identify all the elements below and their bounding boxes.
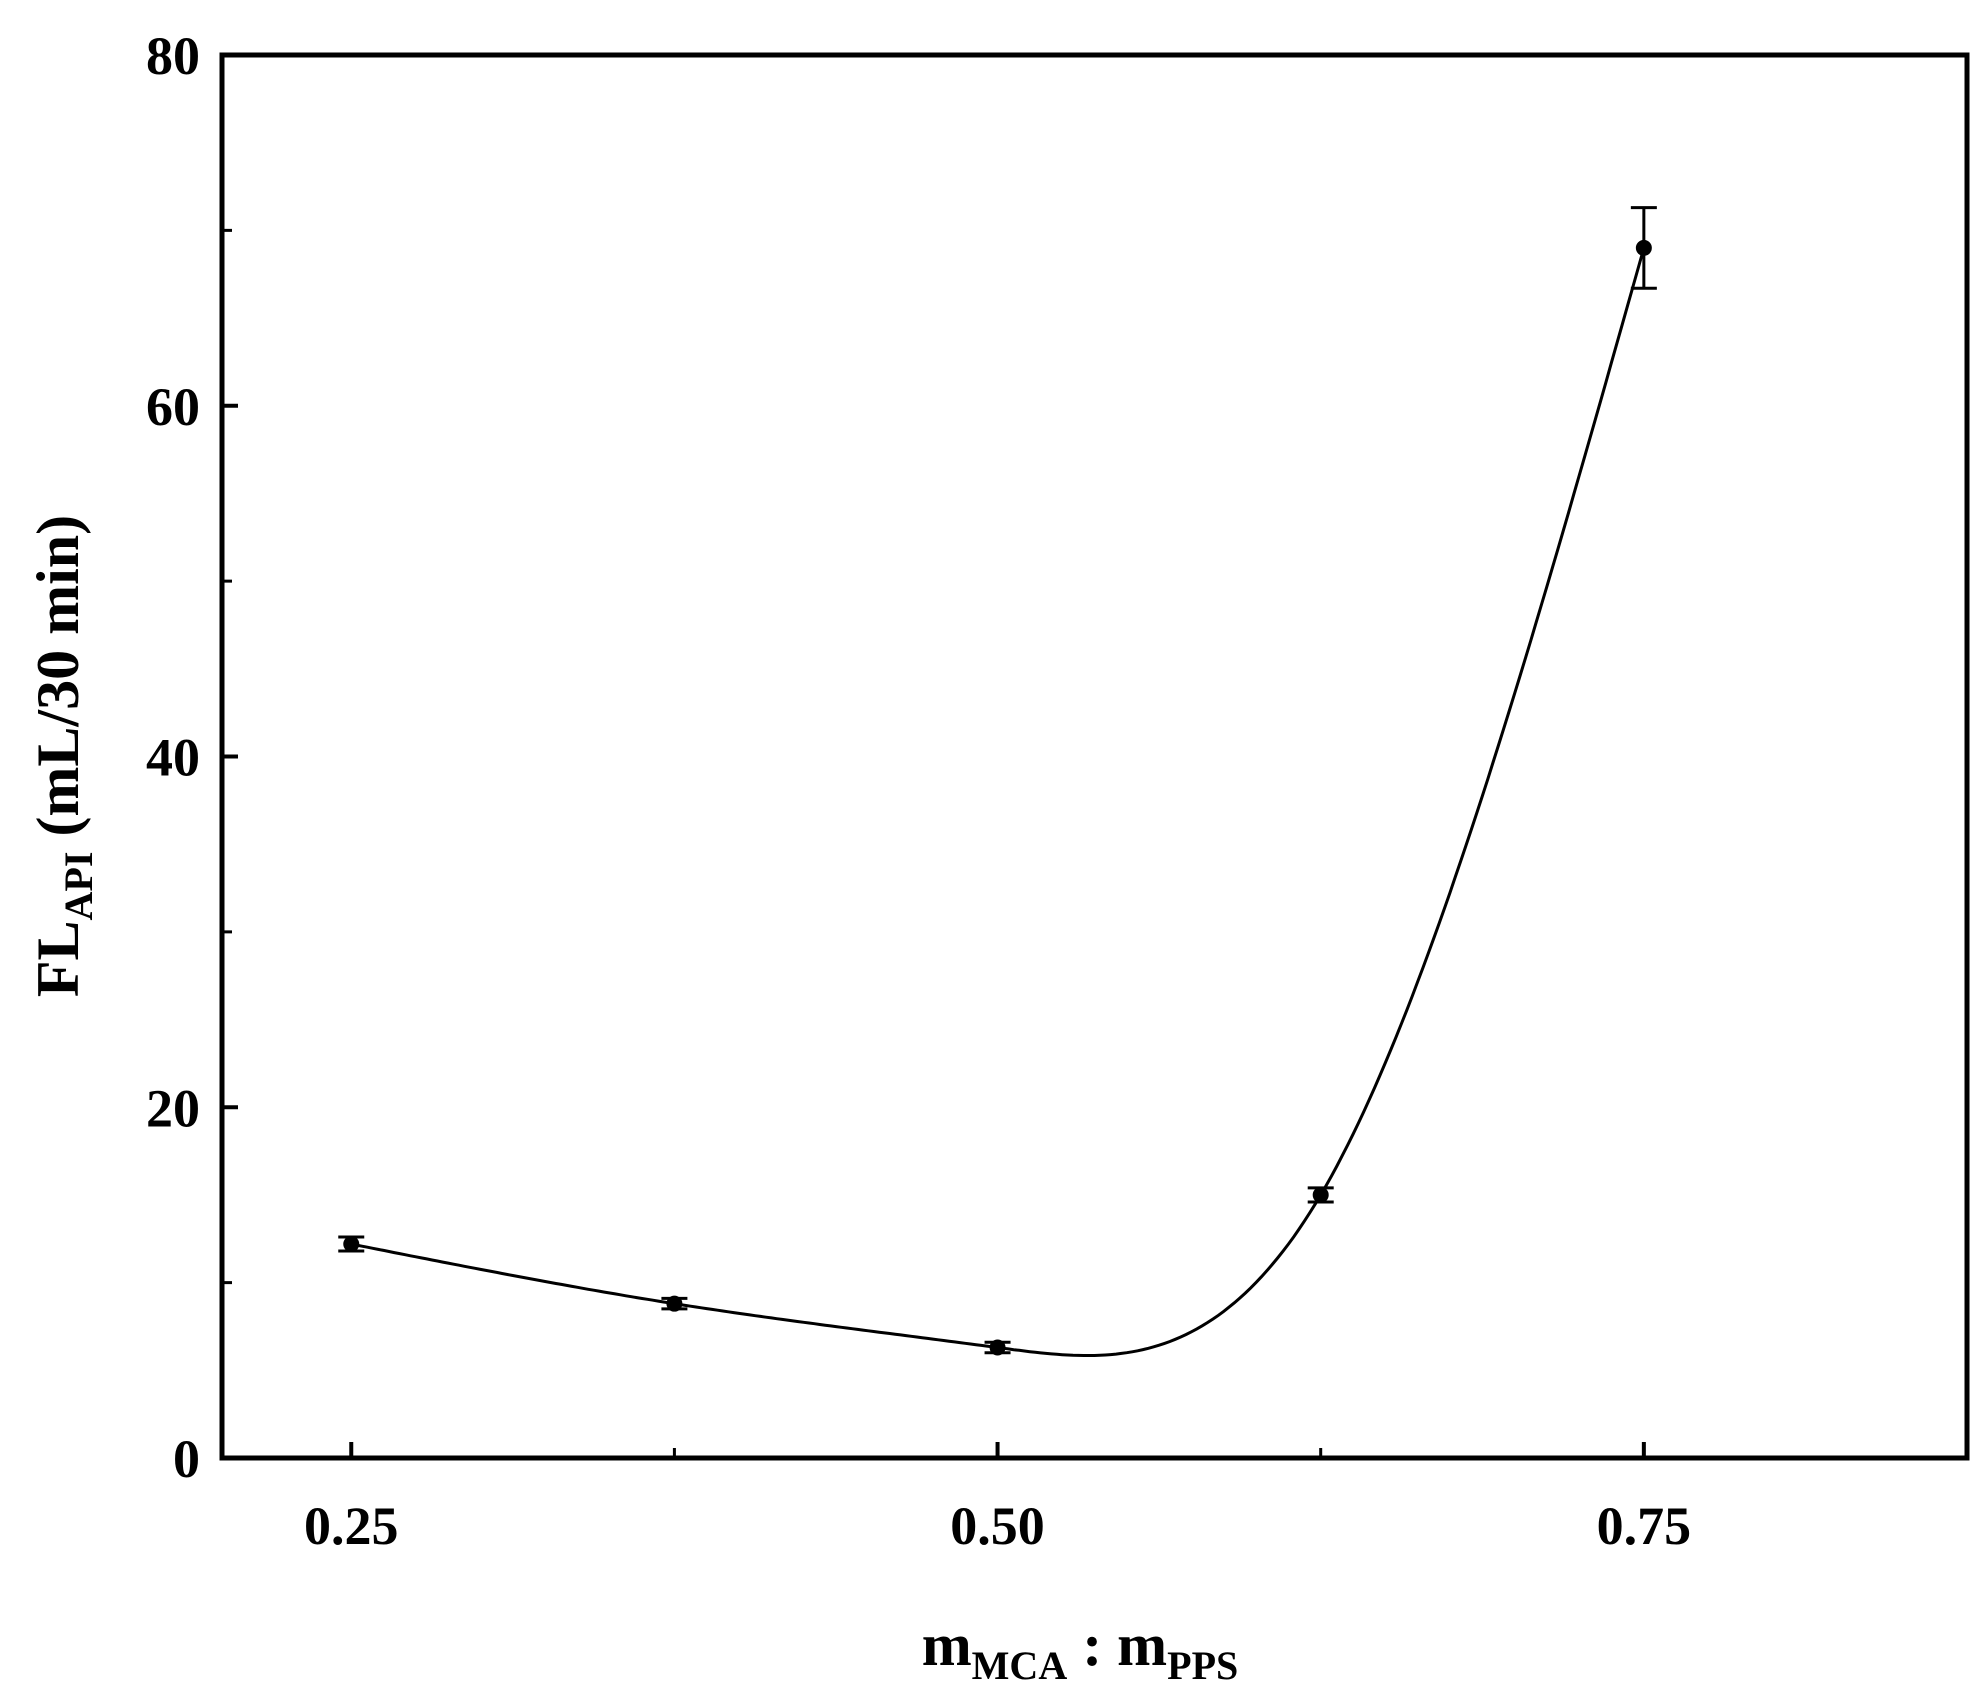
data-point bbox=[1312, 1186, 1329, 1203]
data-point bbox=[343, 1236, 360, 1253]
y-tick-label: 0 bbox=[173, 1429, 200, 1489]
y-tick-label: 60 bbox=[146, 377, 200, 437]
x-axis-title-sub1: MCA bbox=[972, 1643, 1068, 1688]
y-tick-label: 20 bbox=[146, 1078, 200, 1138]
plot-frame bbox=[219, 52, 1970, 1461]
y-tick-label: 80 bbox=[146, 26, 200, 86]
x-tick-label: 0.75 bbox=[1597, 1496, 1692, 1556]
y-axis-title-main: FL bbox=[25, 920, 91, 997]
x-tick-label: 0.50 bbox=[950, 1496, 1045, 1556]
data-points bbox=[338, 206, 1657, 1356]
x-axis-title-sep: : m bbox=[1067, 1612, 1167, 1678]
x-axis-title: mMCA : mPPS bbox=[922, 1612, 1239, 1688]
axis-ticks bbox=[222, 53, 1646, 1460]
data-point bbox=[989, 1339, 1006, 1356]
data-point bbox=[1635, 239, 1652, 256]
x-axis-title-main: m bbox=[922, 1612, 972, 1678]
y-axis-title: FLAPI (mL/30 min) bbox=[25, 515, 101, 997]
x-tick-label: 0.25 bbox=[304, 1496, 399, 1556]
y-tick-label: 40 bbox=[146, 728, 200, 788]
data-point bbox=[666, 1295, 683, 1312]
fit-curve bbox=[350, 247, 1646, 1357]
tick-labels: 0.25 0.50 0.75 0 20 40 60 80 bbox=[146, 26, 1691, 1556]
y-axis-title-rest: (mL/30 min) bbox=[25, 515, 91, 852]
y-axis-title-sub: API bbox=[56, 852, 101, 921]
x-axis-title-sub2: PPS bbox=[1167, 1643, 1238, 1688]
